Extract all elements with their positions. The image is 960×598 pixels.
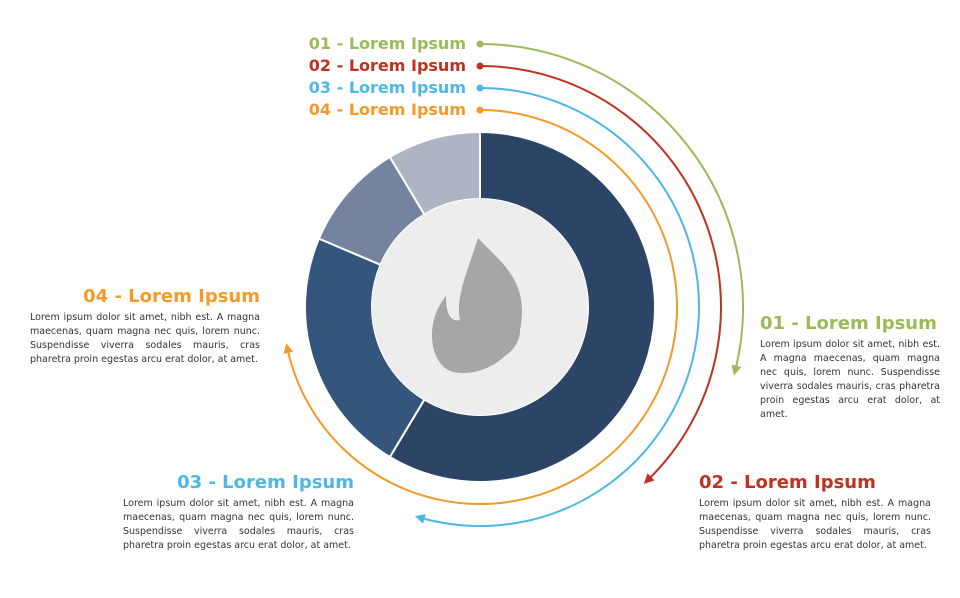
section: 03 - Lorem Ipsum Lorem ipsum dolor sit a… (123, 472, 354, 553)
arrow-arc (479, 65, 722, 484)
arrow-arc (479, 43, 744, 376)
section-body: Lorem ipsum dolor sit amet, nibh est. A … (699, 498, 931, 551)
section-title: 03 - Lorem Ipsum (177, 472, 354, 493)
arrows (283, 40, 744, 527)
legend-label: 03 - Lorem Ipsum (308, 78, 466, 97)
legend-dot (476, 84, 484, 92)
section-title: 02 - Lorem Ipsum (699, 472, 876, 493)
arrow-arc (283, 109, 678, 505)
section-body: Lorem ipsum dolor sit amet, nibh est. A … (760, 339, 940, 420)
section-title: 04 - Lorem Ipsum (83, 286, 260, 307)
donut (304, 130, 656, 483)
section: 01 - Lorem Ipsum Lorem ipsum dolor sit a… (760, 313, 940, 422)
legend-label: 04 - Lorem Ipsum (308, 100, 466, 119)
legend-label: 02 - Lorem Ipsum (308, 56, 466, 75)
section-body: Lorem ipsum dolor sit amet, nibh est. A … (30, 312, 260, 365)
arrow-arc (414, 87, 701, 527)
legend-dot (476, 106, 484, 114)
section-body: Lorem ipsum dolor sit amet, nibh est. A … (123, 498, 354, 551)
flame-icon (431, 238, 522, 374)
legend-dot (476, 40, 484, 48)
section: 04 - Lorem Ipsum Lorem ipsum dolor sit a… (30, 286, 260, 367)
section-title: 01 - Lorem Ipsum (760, 313, 937, 334)
legend-label: 01 - Lorem Ipsum (308, 34, 466, 53)
section: 02 - Lorem Ipsum Lorem ipsum dolor sit a… (699, 472, 931, 553)
legend-dot (476, 62, 484, 70)
